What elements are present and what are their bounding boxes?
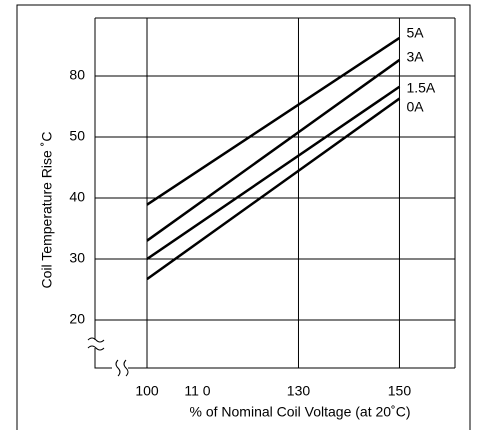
series-label: 1.5A (406, 79, 435, 95)
x-axis-break (115, 359, 129, 377)
x-tick-label: 130 (287, 383, 311, 399)
series-line (146, 97, 401, 281)
y-tick-label: 80 (69, 67, 85, 83)
x-tick-label: 150 (388, 383, 412, 399)
series-line (146, 85, 401, 261)
outer-frame (16, 4, 471, 430)
x-tick-label: 11 0 (184, 383, 210, 399)
y-tick-label: 50 (69, 128, 85, 144)
series-line (146, 36, 401, 206)
y-axis-break (87, 337, 112, 369)
y-tick-label: 20 (69, 311, 85, 327)
series-label: 3A (406, 49, 424, 65)
x-tick-label: 100 (135, 383, 159, 399)
y-tick-label: 40 (69, 189, 85, 205)
x-axis-label: % of Nominal Coil Voltage (at 20˚C) (190, 404, 411, 420)
y-axis-label: Coil Temperature Rise ˚C (39, 132, 55, 289)
series-label: 5A (406, 25, 424, 41)
series-line (146, 58, 401, 242)
y-tick-label: 30 (69, 250, 85, 266)
series-label: 0A (406, 98, 424, 114)
